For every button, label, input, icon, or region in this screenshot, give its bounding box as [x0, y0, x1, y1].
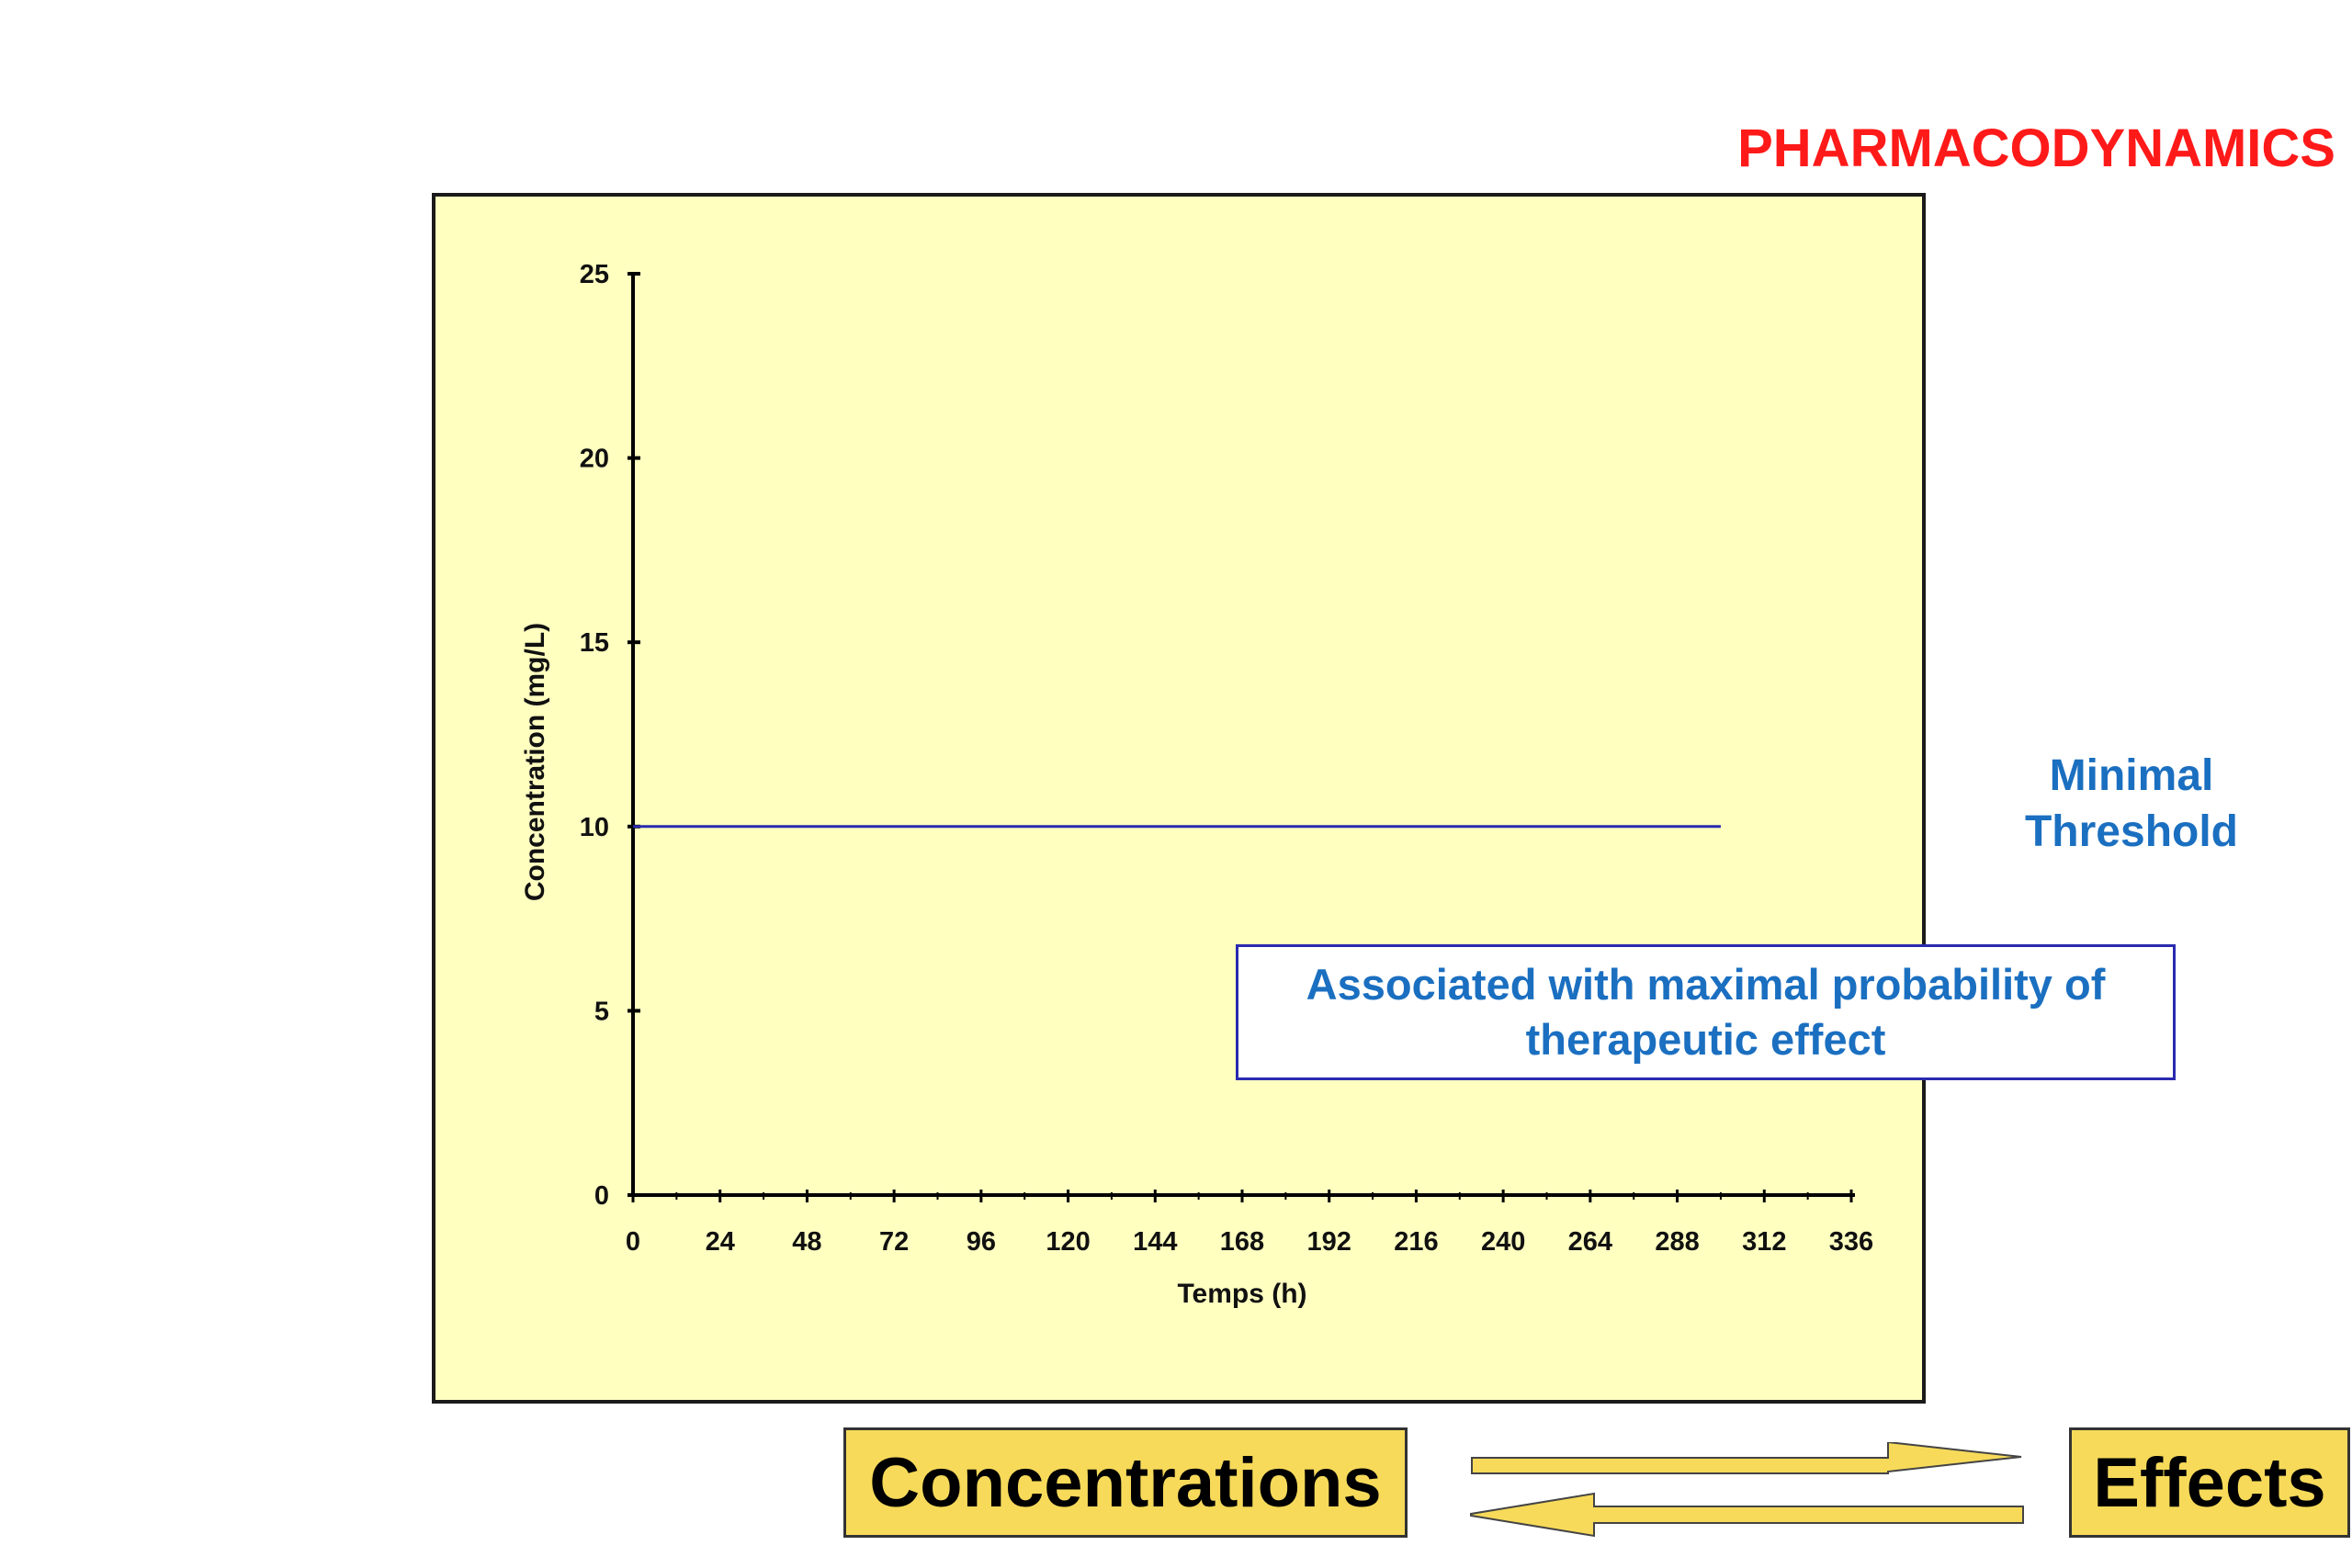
- threshold-label: Minimal Threshold: [1989, 748, 2274, 860]
- x-tick-label: 96: [967, 1227, 996, 1257]
- concentration-time-chart: 0 5 10 15 20 25 0 24 48 72 96 120 144 168 192 216 240 264…: [520, 260, 1873, 1309]
- x-tick-label: 288: [1655, 1227, 1699, 1257]
- effect-note-box: Associated with maximal probability of t…: [1236, 944, 2176, 1080]
- x-tick-label: 264: [1568, 1227, 1612, 1257]
- x-tick-label: 0: [626, 1227, 640, 1257]
- concentrations-label: Concentrations: [869, 1443, 1382, 1522]
- y-tick-label: 15: [580, 628, 609, 658]
- left-arrow-icon: [1470, 1492, 2024, 1538]
- threshold-label-line1: Minimal: [2049, 751, 2214, 800]
- y-tick-label: 5: [594, 997, 609, 1026]
- x-tick-label: 48: [792, 1227, 821, 1257]
- x-tick-label: 168: [1220, 1227, 1264, 1257]
- y-tick-label: 0: [594, 1181, 609, 1211]
- effects-box: Effects: [2069, 1427, 2350, 1538]
- concentrations-box: Concentrations: [843, 1427, 1408, 1538]
- x-tick-label: 192: [1307, 1227, 1351, 1257]
- threshold-label-line2: Threshold: [2024, 807, 2238, 856]
- x-tick-label: 312: [1742, 1227, 1786, 1257]
- effects-label: Effects: [2093, 1443, 2326, 1522]
- x-tick-label: 72: [879, 1227, 909, 1257]
- x-tick-label: 24: [706, 1227, 735, 1257]
- y-axis-title: Concentration (mg/L): [520, 623, 550, 901]
- x-tick-label: 336: [1829, 1227, 1873, 1257]
- x-tick-label: 144: [1133, 1227, 1177, 1257]
- effect-note-text: Associated with maximal probability of t…: [1306, 960, 2106, 1064]
- slide-title: PHARMACODYNAMICS: [1737, 118, 2335, 178]
- y-tick-label: 10: [580, 813, 609, 842]
- bidirectional-arrows: [1470, 1442, 2024, 1538]
- y-tick-label: 25: [580, 260, 609, 289]
- right-arrow-icon: [1471, 1442, 2022, 1474]
- x-tick-label: 216: [1394, 1227, 1438, 1257]
- chart-panel: 0 5 10 15 20 25 0 24 48 72 96 120 144 168 192 216 240 264…: [432, 193, 1926, 1404]
- x-tick-label: 120: [1046, 1227, 1090, 1257]
- x-axis-title: Temps (h): [1177, 1279, 1306, 1309]
- y-tick-label: 20: [580, 445, 609, 474]
- x-tick-label: 240: [1481, 1227, 1525, 1257]
